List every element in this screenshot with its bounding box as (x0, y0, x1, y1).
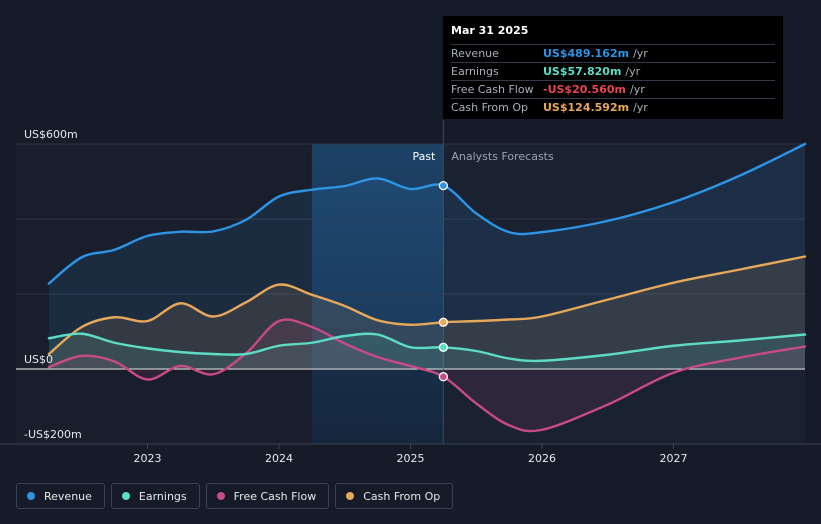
legend-item-free-cash-flow[interactable]: Free Cash Flow (205, 483, 330, 509)
tooltip-value: US$489.162m (543, 47, 630, 60)
legend: Revenue Earnings Free Cash Flow Cash Fro… (16, 483, 454, 511)
tooltip-label: Cash From Op (451, 101, 529, 114)
series-line-free-cash-flow (47, 318, 807, 433)
marker-free-cash-flow (438, 372, 449, 382)
marker-revenue (438, 180, 449, 191)
tooltip-unit: /yr (625, 65, 641, 78)
legend-item-cash-from-op[interactable]: Cash From Op (335, 483, 454, 509)
x-tick-label: 2026 (528, 452, 556, 465)
tooltip: Mar 31 2025 Revenue US$489.162m /yr Earn… (443, 16, 783, 119)
legend-item-revenue[interactable]: Revenue (16, 483, 105, 509)
x-tick-label: 2023 (134, 452, 162, 465)
area-cash-from-op (48, 256, 805, 369)
tooltip-value: -US$20.560m (543, 83, 626, 96)
legend-dot-icon (346, 492, 355, 500)
chart: US$600m US$0 -US$200m 2023 2024 2025 2026 2027 P… (0, 120, 821, 465)
legend-label: Free Cash Flow (233, 489, 317, 503)
area-free-cash-flow (48, 319, 805, 432)
x-tick-label: 2024 (265, 452, 293, 465)
legend-label: Cash From Op (363, 489, 441, 503)
tooltip-value: US$57.820m (543, 65, 622, 78)
legend-dot-icon (27, 492, 35, 500)
marker-earnings (438, 342, 449, 352)
legend-label: Revenue (44, 489, 92, 503)
legend-item-earnings[interactable]: Earnings (110, 483, 200, 509)
area-revenue (48, 144, 805, 369)
marker-cash-from-op (438, 317, 449, 327)
tooltip-label: Earnings (451, 65, 499, 78)
y-tick-label: US$600m (24, 128, 78, 141)
y-tick-label: -US$200m (24, 428, 82, 441)
series-line-earnings (47, 332, 807, 363)
tooltip-row-revenue: Revenue US$489.162m /yr (451, 45, 775, 63)
tooltip-row-cash-from-op: Cash From Op US$124.592m /yr (451, 99, 775, 116)
x-tick-label: 2027 (660, 452, 688, 465)
x-tick-label: 2025 (397, 452, 425, 465)
tooltip-date: Mar 31 2025 (451, 22, 775, 45)
tooltip-value: US$124.592m (543, 101, 630, 114)
y-tick-label: US$0 (24, 353, 53, 366)
series-line-revenue (47, 142, 807, 285)
legend-dot-icon (216, 492, 225, 500)
legend-label: Earnings (138, 489, 187, 503)
tooltip-row-earnings: Earnings US$57.820m /yr (451, 63, 775, 81)
series-line-cash-from-op (47, 255, 807, 356)
tooltip-unit: /yr (633, 101, 648, 114)
legend-dot-icon (121, 492, 130, 500)
forecast-label: Analysts Forecasts (451, 150, 554, 163)
tooltip-label: Free Cash Flow (451, 83, 534, 96)
tooltip-unit: /yr (629, 83, 645, 96)
past-label: Past (412, 150, 436, 163)
tooltip-row-free-cash-flow: Free Cash Flow -US$20.560m /yr (451, 81, 775, 99)
tooltip-label: Revenue (451, 47, 499, 60)
tooltip-unit: /yr (633, 47, 648, 60)
